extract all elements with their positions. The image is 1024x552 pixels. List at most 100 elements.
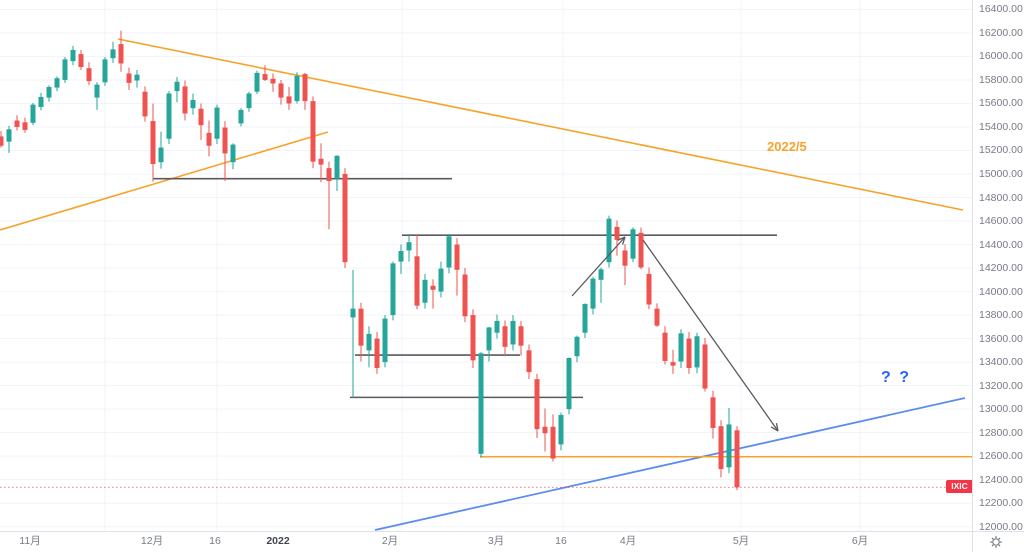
candle (126, 67, 132, 90)
candle (22, 117, 28, 133)
y-axis-label: 12200.00 (979, 497, 1023, 510)
x-axis-label: 6月 (851, 535, 869, 547)
candle (6, 125, 12, 153)
candle (326, 161, 332, 230)
price-axis[interactable]: 16400.00 16200.00 16000.00 15800.00 15600.00… (972, 0, 1024, 533)
trendline-up-orange[interactable] (0, 131, 329, 231)
candle (174, 77, 180, 103)
candle (622, 243, 628, 286)
candle (262, 65, 268, 82)
candle (550, 414, 556, 462)
axis-corner (972, 531, 1024, 552)
y-axis-label: 13600.00 (979, 332, 1023, 345)
candle (502, 320, 508, 357)
candle (366, 326, 372, 368)
candle (718, 420, 724, 478)
trendline-down-orange[interactable] (117, 38, 964, 211)
y-axis-label: 13200.00 (979, 379, 1023, 392)
x-axis-label: 16 (209, 535, 221, 547)
ticker-badge: IXIC (946, 480, 973, 493)
candle (486, 326, 492, 362)
candle (334, 155, 340, 192)
question-marks-annotation[interactable]: ? ? (881, 369, 911, 386)
candle (638, 227, 644, 270)
candle (206, 120, 212, 157)
y-axis-label: 12400.00 (979, 473, 1023, 486)
candle (134, 69, 140, 88)
candle (214, 104, 220, 145)
y-axis-label: 14400.00 (979, 238, 1023, 251)
y-axis-label: 15200.00 (979, 144, 1023, 157)
candle (702, 338, 708, 392)
candle (142, 86, 148, 122)
candle (30, 102, 36, 126)
x-axis-label: 11月 (19, 535, 41, 547)
candle (286, 87, 292, 110)
candle (510, 315, 516, 351)
candle (270, 73, 276, 92)
candle (0, 131, 4, 148)
candle (382, 315, 388, 368)
candle (646, 267, 652, 310)
candle (630, 227, 636, 263)
candle (678, 329, 684, 368)
candle (46, 85, 52, 102)
candle (406, 233, 412, 262)
trendline-date-label[interactable]: 2022/5 (767, 139, 807, 154)
candle (246, 91, 252, 112)
candle (494, 314, 500, 339)
direction-arrow[interactable] (571, 236, 626, 297)
candle (414, 235, 420, 310)
candle (62, 57, 68, 83)
y-axis-label: 15400.00 (979, 120, 1023, 133)
y-axis-label: 12800.00 (979, 426, 1023, 439)
candle (662, 326, 668, 365)
x-axis-label: 16 (555, 535, 567, 547)
x-axis-label: 2月 (381, 535, 399, 547)
time-axis[interactable]: 11月 12月 16 2022 2月 3月 16 4月 5月 6月 (0, 531, 973, 552)
candle (566, 357, 572, 415)
y-axis-label: 14800.00 (979, 191, 1023, 204)
candle (686, 332, 692, 374)
candle (318, 143, 324, 183)
candle (438, 261, 444, 298)
candle (590, 276, 596, 315)
y-axis-label: 15600.00 (979, 97, 1023, 110)
candle (198, 103, 204, 140)
candle (38, 92, 44, 111)
candle (54, 76, 60, 92)
candle (462, 268, 468, 323)
candle (582, 303, 588, 339)
candle (374, 332, 380, 374)
candle (310, 96, 316, 169)
candle (694, 332, 700, 374)
candle (86, 62, 92, 86)
candle (110, 41, 116, 63)
candle (446, 233, 452, 274)
candle (454, 238, 460, 296)
candle (118, 30, 124, 72)
y-axis-label: 14000.00 (979, 285, 1023, 298)
candle (182, 80, 188, 121)
y-axis-label: 15800.00 (979, 73, 1023, 86)
gear-icon[interactable] (988, 535, 1004, 549)
candlestick-chart-pane[interactable] (0, 0, 973, 532)
candle (606, 215, 612, 268)
x-axis-label: 3月 (487, 535, 505, 547)
candle (390, 261, 396, 321)
candle (710, 390, 716, 439)
direction-arrow[interactable] (642, 239, 779, 432)
candle (734, 426, 740, 491)
candle (574, 335, 580, 363)
candle (654, 303, 660, 327)
trendline-blue[interactable] (374, 397, 966, 531)
candle (222, 121, 228, 182)
y-axis-label: 13400.00 (979, 356, 1023, 369)
y-axis-label: 16400.00 (979, 3, 1023, 16)
candle (342, 168, 348, 269)
y-axis-label: 15000.00 (979, 168, 1023, 180)
y-axis-label: 16000.00 (979, 50, 1023, 63)
candle (526, 344, 532, 380)
y-axis-label: 13000.00 (979, 403, 1023, 416)
